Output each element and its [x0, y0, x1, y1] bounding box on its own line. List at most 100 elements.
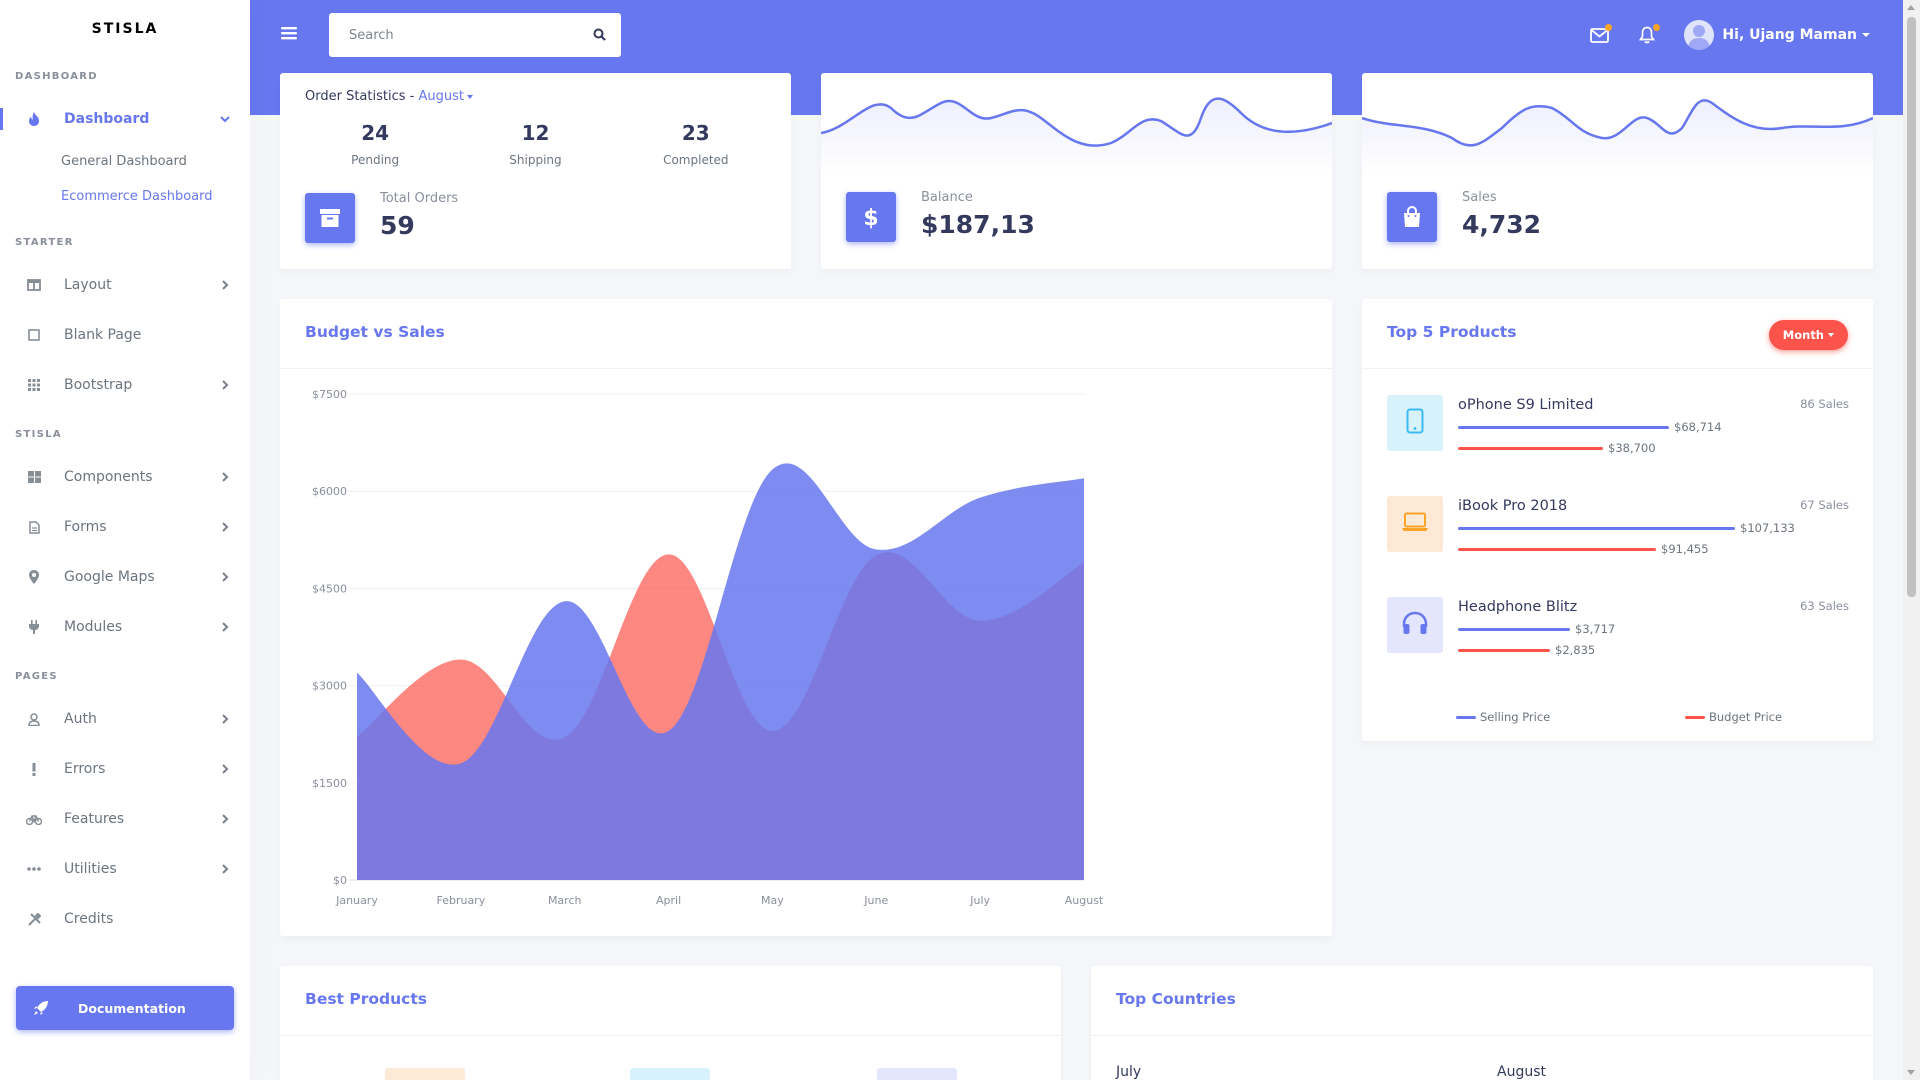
sidebar-item-errors[interactable]: Errors: [0, 744, 250, 794]
budget-vs-sales-card: Budget vs Sales $0 $1500 $3000 $4500 $6000 $7…: [280, 299, 1332, 936]
order-status-count: 12: [521, 121, 550, 145]
sidebar-item-label: Features: [64, 811, 125, 827]
sales-card: Sales 4,732: [1362, 73, 1873, 269]
legend-swatch: [1685, 715, 1705, 719]
y-tick-label: $1500: [312, 777, 347, 790]
legend-label: Budget Price: [1709, 710, 1783, 724]
budget-price-row: $38,700: [1458, 441, 1656, 455]
search-input[interactable]: [329, 13, 577, 57]
chevron-right-icon: [220, 622, 230, 632]
selling-price-row: $3,717: [1458, 622, 1615, 636]
product-item[interactable]: iBook Pro 2018 67 Sales $107,133 $91,455: [1387, 496, 1849, 556]
order-status-completed: 23 Completed: [636, 121, 756, 167]
legend-swatch: [1456, 715, 1476, 719]
caret-down-icon: [1828, 333, 1834, 337]
selling-price-row: $107,133: [1458, 521, 1795, 535]
order-statistics-card: Order Statistics - August 24 Pending 12 …: [280, 73, 791, 269]
month-dropdown[interactable]: August: [418, 89, 473, 104]
sidebar-item-components[interactable]: Components: [0, 452, 250, 502]
sidebar-item-label: Dashboard: [64, 111, 150, 127]
dollar-icon: $: [846, 192, 896, 242]
shopping-bag-icon: [1387, 192, 1437, 242]
user-dropdown[interactable]: Hi, Ujang Maman: [1684, 20, 1870, 50]
sidebar-item-label: Modules: [64, 619, 123, 635]
y-tick-label: $4500: [312, 582, 347, 595]
sidebar-item-layout[interactable]: Layout: [0, 260, 250, 310]
menu-header-stisla: STISLA: [15, 428, 62, 440]
caret-down-icon: [466, 94, 473, 99]
sidebar-item-dashboard[interactable]: Dashboard: [0, 94, 250, 144]
menu-header-dashboard: DASHBOARD: [15, 70, 98, 82]
submenu-general-dashboard[interactable]: General Dashboard: [61, 154, 187, 169]
sidebar-item-google-maps[interactable]: Google Maps: [0, 552, 250, 602]
product-thumbnail[interactable]: [877, 1068, 957, 1080]
product-thumbnail[interactable]: [385, 1068, 465, 1080]
search-icon: [593, 26, 606, 45]
navbar-right: Hi, Ujang Maman: [1588, 14, 1870, 56]
scroll-down-arrow-icon[interactable]: [1907, 1070, 1915, 1075]
order-status-count: 23: [681, 121, 710, 145]
budget-price-bar: [1458, 547, 1656, 551]
svg-text:$: $: [864, 206, 878, 229]
sidebar-item-label: Credits: [64, 911, 114, 927]
ellipsis-icon: [26, 861, 42, 877]
y-tick-label: $7500: [312, 388, 347, 401]
search-button[interactable]: [577, 13, 621, 57]
month-label: August: [418, 89, 464, 104]
sidebar-item-features[interactable]: Features: [0, 794, 250, 844]
sidebar-item-auth[interactable]: Auth: [0, 694, 250, 744]
order-statistics-title: Order Statistics - August: [305, 89, 473, 104]
product-name: oPhone S9 Limited: [1458, 397, 1594, 413]
sidebar-item-bootstrap[interactable]: Bootstrap: [0, 360, 250, 410]
sidebar-item-label: Layout: [64, 277, 112, 293]
scrollbar-thumb[interactable]: [1907, 17, 1916, 597]
submenu-ecommerce-dashboard[interactable]: Ecommerce Dashboard: [61, 189, 213, 204]
product-item[interactable]: Headphone Blitz 63 Sales $3,717 $2,835: [1387, 597, 1849, 657]
month-filter-button[interactable]: Month: [1768, 320, 1848, 350]
page-scrollbar[interactable]: [1903, 0, 1920, 1080]
laptop-icon: [1401, 512, 1429, 536]
budget-vs-sales-chart: $0 $1500 $3000 $4500 $6000 $7500 January Februa…: [312, 388, 1104, 907]
x-tick-label: April: [656, 894, 681, 907]
total-orders-value: 59: [380, 211, 415, 240]
dashboard-submenu: General Dashboard Ecommerce Dashboard: [0, 144, 250, 214]
plug-icon: [26, 619, 42, 635]
product-image: [1387, 395, 1443, 451]
headphones-icon: [1402, 611, 1428, 639]
order-status-pending: 24 Pending: [315, 121, 435, 167]
selling-price-bar: [1458, 526, 1735, 530]
budget-price-bar: [1458, 446, 1603, 450]
rocket-icon: [32, 999, 50, 1017]
scroll-up-arrow-icon[interactable]: [1907, 5, 1915, 10]
product-thumbnail[interactable]: [630, 1068, 710, 1080]
brand-logo[interactable]: STISLA: [91, 21, 159, 37]
order-status-label: Completed: [663, 153, 729, 167]
documentation-button[interactable]: Documentation: [16, 986, 234, 1030]
order-statistics-label: Order Statistics -: [305, 89, 419, 104]
sidebar-item-label: Bootstrap: [64, 377, 133, 393]
sidebar-item-credits[interactable]: Credits: [0, 894, 250, 944]
product-item[interactable]: oPhone S9 Limited 86 Sales $68,714 $38,700: [1387, 395, 1849, 455]
budget-price-value: $2,835: [1555, 643, 1596, 657]
legend-selling-price: Selling Price: [1456, 710, 1550, 724]
top-countries-card: Top Countries July August: [1091, 966, 1873, 1080]
sidebar-item-blank-page[interactable]: Blank Page: [0, 310, 250, 360]
x-tick-label: August: [1065, 894, 1104, 907]
bicycle-icon: [26, 811, 42, 827]
sidebar-item-forms[interactable]: Forms: [0, 502, 250, 552]
envelope-icon[interactable]: [1588, 24, 1613, 46]
best-products-title: Best Products: [305, 990, 427, 1008]
balance-sparkline: [821, 97, 1332, 173]
budget-price-value: $91,455: [1661, 542, 1709, 556]
hamburger-menu-icon[interactable]: [280, 24, 298, 42]
menu-header-starter: STARTER: [15, 236, 74, 248]
sidebar-item-utilities[interactable]: Utilities: [0, 844, 250, 894]
user-greeting: Hi, Ujang Maman: [1722, 27, 1857, 43]
order-status-count: 24: [361, 121, 390, 145]
archive-icon: [305, 193, 355, 243]
product-sales-count: 86 Sales: [1800, 397, 1849, 411]
best-products-card: Best Products: [280, 966, 1061, 1080]
sidebar-item-modules[interactable]: Modules: [0, 602, 250, 652]
bell-icon[interactable]: [1636, 24, 1661, 46]
selling-price-bar: [1458, 627, 1570, 631]
